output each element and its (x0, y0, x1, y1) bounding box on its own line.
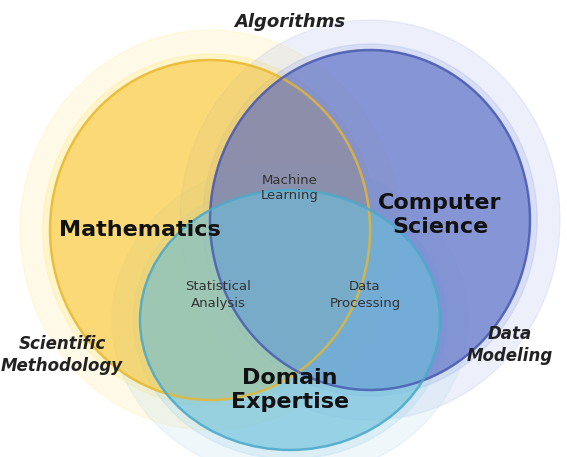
Ellipse shape (210, 50, 530, 390)
Ellipse shape (20, 30, 400, 430)
Text: Data
Processing: Data Processing (329, 281, 401, 309)
Text: Domain
Expertise: Domain Expertise (231, 367, 349, 412)
Ellipse shape (140, 190, 440, 450)
Ellipse shape (112, 162, 468, 457)
Text: Computer
Science: Computer Science (378, 192, 502, 237)
Ellipse shape (180, 20, 560, 420)
Ellipse shape (50, 60, 370, 400)
Text: Machine
Learning: Machine Learning (261, 174, 319, 202)
Ellipse shape (133, 181, 447, 457)
Text: Mathematics: Mathematics (59, 220, 221, 240)
Text: Scientific
Methodology: Scientific Methodology (1, 335, 123, 375)
Ellipse shape (43, 54, 377, 406)
Ellipse shape (203, 44, 537, 396)
Text: Algorithms: Algorithms (234, 13, 346, 31)
Text: Data
Modeling: Data Modeling (467, 325, 553, 365)
Text: Statistical
Analysis: Statistical Analysis (185, 281, 251, 309)
